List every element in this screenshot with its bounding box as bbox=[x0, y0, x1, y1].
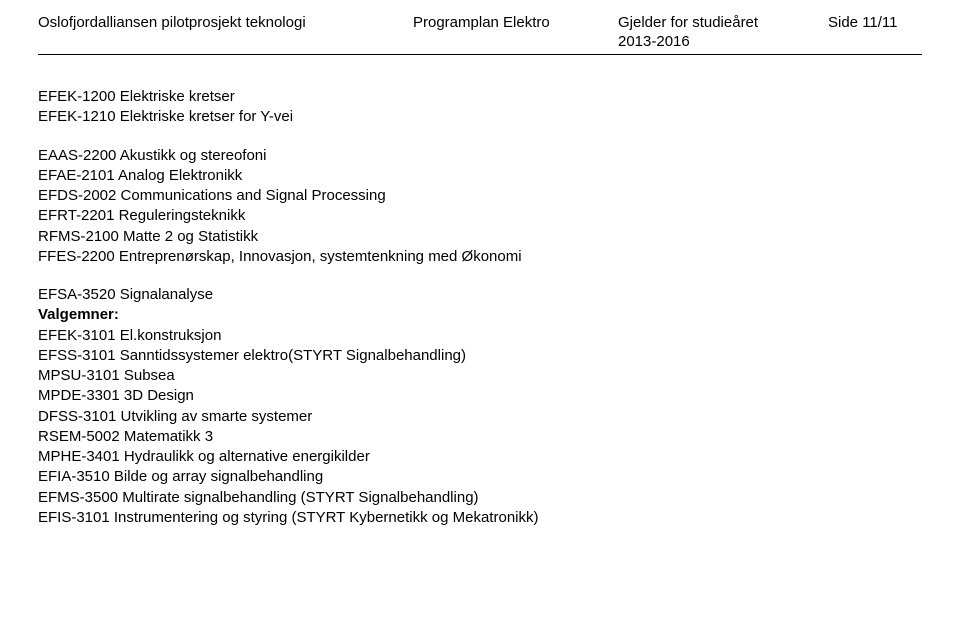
course-line: MPDE-3301 3D Design bbox=[38, 386, 922, 406]
course-line: EFAE-2101 Analog Elektronikk bbox=[38, 166, 922, 186]
course-line: EFRT-2201 Reguleringsteknikk bbox=[38, 206, 922, 226]
course-line: EFIA-3510 Bilde og array signalbehandlin… bbox=[38, 467, 922, 487]
block-2: EAAS-2200 Akustikk og stereofoni EFAE-21… bbox=[38, 146, 922, 268]
section-heading-valgemner: Valgemner: bbox=[38, 305, 922, 325]
course-line: EFEK-1200 Elektriske kretser bbox=[38, 87, 922, 107]
course-line: RFMS-2100 Matte 2 og Statistikk bbox=[38, 227, 922, 247]
block-1: EFEK-1200 Elektriske kretser EFEK-1210 E… bbox=[38, 87, 922, 128]
course-line: MPSU-3101 Subsea bbox=[38, 366, 922, 386]
header-row: Oslofjordalliansen pilotprosjekt teknolo… bbox=[38, 14, 922, 31]
course-line: FFES-2200 Entreprenørskap, Innovasjon, s… bbox=[38, 247, 922, 267]
course-line: EFMS-3500 Multirate signalbehandling (ST… bbox=[38, 488, 922, 508]
body: EFEK-1200 Elektriske kretser EFEK-1210 E… bbox=[38, 87, 922, 528]
course-line: EFSS-3101 Sanntidssystemer elektro(STYRT… bbox=[38, 346, 922, 366]
course-line: DFSS-3101 Utvikling av smarte systemer bbox=[38, 407, 922, 427]
course-line: EFEK-1210 Elektriske kretser for Y-vei bbox=[38, 107, 922, 127]
header-left: Oslofjordalliansen pilotprosjekt teknolo… bbox=[38, 14, 413, 31]
header-page-label: Side 11/11 bbox=[828, 14, 922, 31]
block-3: EFSA-3520 Signalanalyse Valgemner: EFEK-… bbox=[38, 285, 922, 528]
header-divider bbox=[38, 54, 922, 55]
course-line: EFEK-3101 El.konstruksjon bbox=[38, 326, 922, 346]
course-line: EFIS-3101 Instrumentering og styring (ST… bbox=[38, 508, 922, 528]
course-line: EFDS-2002 Communications and Signal Proc… bbox=[38, 186, 922, 206]
course-line: EAAS-2200 Akustikk og stereofoni bbox=[38, 146, 922, 166]
header-year-range: 2013-2016 bbox=[38, 33, 922, 50]
course-line: EFSA-3520 Signalanalyse bbox=[38, 285, 922, 305]
course-line: RSEM-5002 Matematikk 3 bbox=[38, 427, 922, 447]
course-line: MPHE-3401 Hydraulikk og alternative ener… bbox=[38, 447, 922, 467]
header-center: Programplan Elektro bbox=[413, 14, 618, 31]
header-right-label: Gjelder for studieåret bbox=[618, 14, 828, 31]
page: Oslofjordalliansen pilotprosjekt teknolo… bbox=[0, 0, 960, 528]
